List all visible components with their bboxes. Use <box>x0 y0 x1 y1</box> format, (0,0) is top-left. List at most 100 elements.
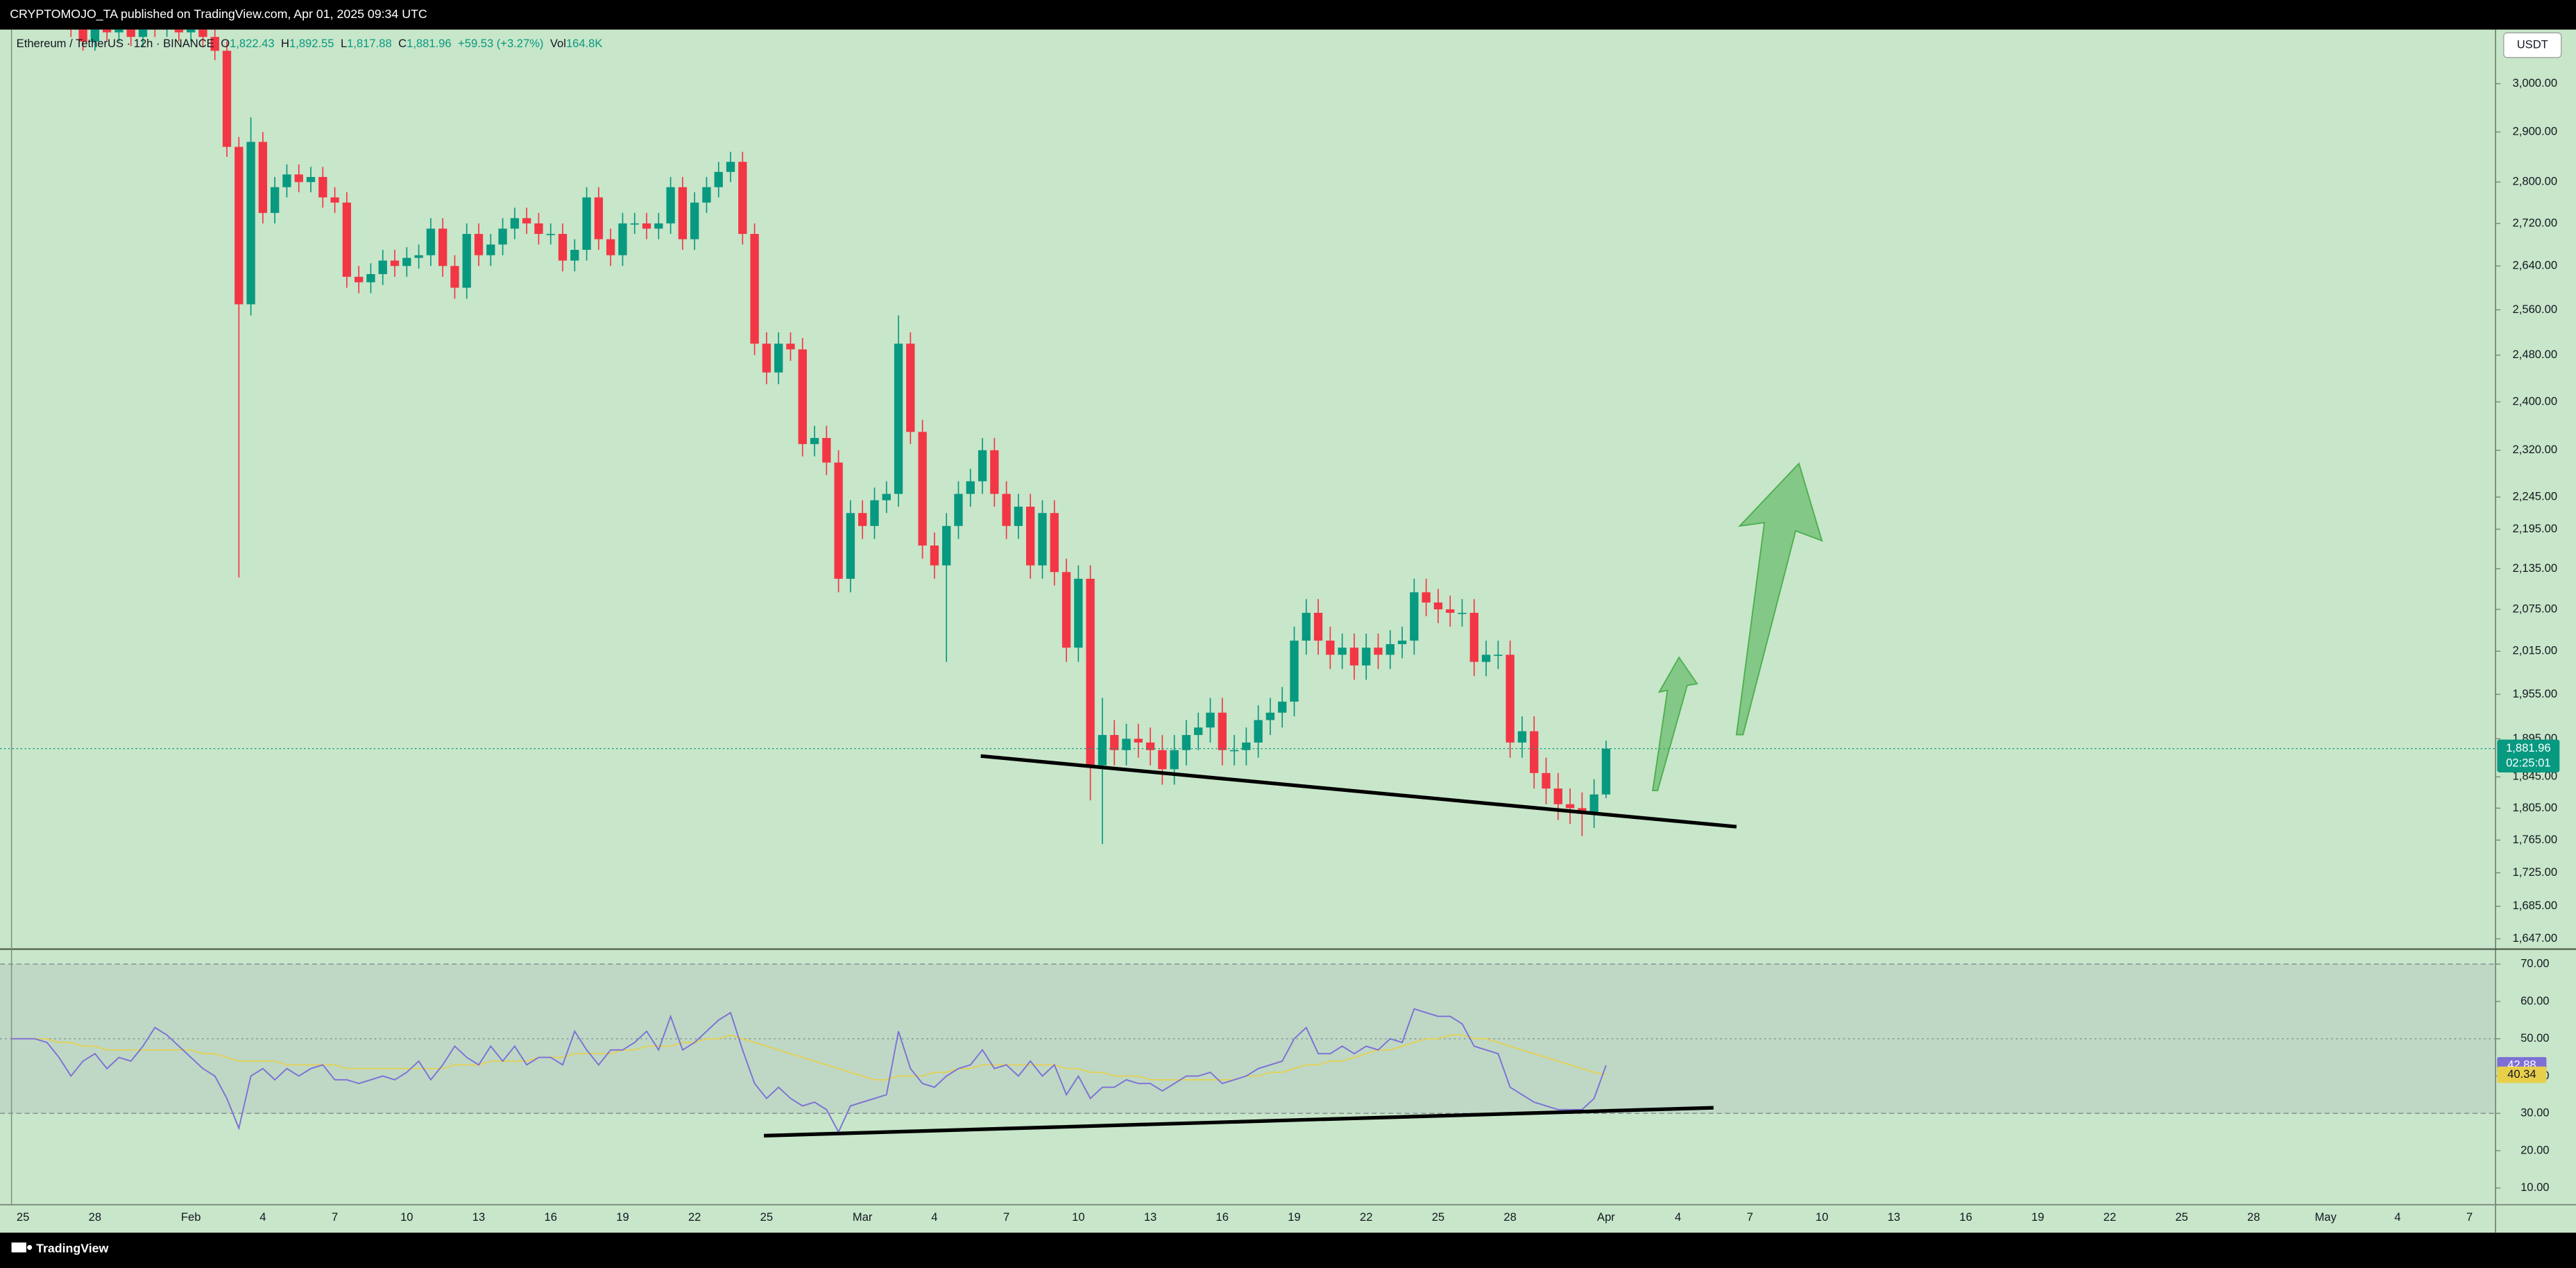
y-tick-label: 2,800.00 <box>2513 175 2557 188</box>
y-tick-label: 2,320.00 <box>2513 443 2557 456</box>
candle-body <box>690 202 699 239</box>
candle-body <box>738 162 747 235</box>
candle-body <box>810 438 819 444</box>
y-tick-label: 30.00 <box>2520 1106 2549 1119</box>
candle-body <box>822 438 831 463</box>
legend: Ethereum / TetherUS · 12h · BINANCE O1,82… <box>17 37 603 50</box>
candle-body <box>246 142 255 305</box>
y-tick-label: 1,765.00 <box>2513 833 2557 846</box>
y-tick-label: 2,480.00 <box>2513 348 2557 361</box>
candle-body <box>1410 592 1419 641</box>
currency-box[interactable] <box>2503 32 2562 58</box>
y-tick-label: 10.00 <box>2520 1181 2549 1194</box>
candle-body <box>1565 804 1575 809</box>
candle-body <box>1086 578 1095 766</box>
candle-body <box>558 234 568 261</box>
candle-body <box>1194 727 1203 736</box>
candle-body <box>474 234 484 255</box>
x-tick-label: 28 <box>1503 1210 1516 1224</box>
candle-body <box>1374 648 1383 655</box>
rsi-tag-label: 40.34 <box>2507 1067 2536 1081</box>
legend-key: Vol <box>550 37 566 50</box>
candle-body <box>858 513 867 526</box>
candle-body <box>978 450 987 482</box>
y-tick-label: 1,845.00 <box>2513 770 2557 783</box>
x-tick-label: 22 <box>2104 1210 2116 1224</box>
candle-body <box>1242 742 1251 750</box>
candle-body <box>414 255 423 258</box>
y-tick-label: 2,560.00 <box>2513 303 2557 316</box>
countdown: 02:25:01 <box>2506 756 2550 769</box>
candle-body <box>990 450 999 494</box>
x-tick-label: 4 <box>259 1210 266 1224</box>
candle-body <box>1134 738 1143 743</box>
x-tick-label: 13 <box>472 1210 485 1224</box>
x-tick-label: Apr <box>1597 1210 1615 1224</box>
y-tick-label: 1,955.00 <box>2513 687 2557 700</box>
legend-value: 1,822.43 <box>230 37 274 50</box>
rsi-trendline <box>764 1106 1714 1138</box>
candle-body <box>1038 513 1047 566</box>
candle-body <box>1446 609 1455 613</box>
candle-body <box>318 177 327 198</box>
candle-body <box>1530 731 1539 773</box>
candle-body <box>271 187 280 213</box>
x-tick-label: 4 <box>2394 1210 2400 1224</box>
x-tick-label: 13 <box>1888 1210 1900 1224</box>
last-price-label: 1,881.96 <box>2506 741 2550 754</box>
candle-body <box>294 174 303 183</box>
brand-logo <box>11 1242 33 1253</box>
candle-body <box>534 223 543 235</box>
y-tick-label: 2,900.00 <box>2513 125 2557 138</box>
x-tick-label: 7 <box>1747 1210 1753 1224</box>
candle-body <box>1542 772 1551 789</box>
rsi-pane <box>0 963 2496 1134</box>
x-tick-label: 10 <box>400 1210 413 1224</box>
x-tick-label: 19 <box>2031 1210 2044 1224</box>
candle-body <box>1158 750 1167 770</box>
candle-body <box>1302 612 1311 641</box>
candle-body <box>198 29 207 37</box>
candle-body <box>306 177 316 183</box>
candle-body <box>918 432 927 546</box>
legend-change: +59.53 (+3.27%) <box>458 37 543 50</box>
candle-body <box>486 244 495 255</box>
x-tick-label: 7 <box>332 1210 338 1224</box>
legend-key: C <box>398 37 407 50</box>
candle-body <box>78 29 87 42</box>
y-tick-label: 3,000.00 <box>2513 76 2557 90</box>
candle-body <box>366 273 375 282</box>
candle-body <box>1145 742 1155 750</box>
support-trendline <box>980 754 1737 829</box>
candle-body <box>834 462 843 579</box>
x-tick-label: Feb <box>181 1210 201 1224</box>
axes: 3,000.00 2,900.00 2,800.00 2,720.00 2,640.00… <box>17 76 2560 1224</box>
candle-body <box>1110 735 1119 750</box>
candle-body <box>1553 788 1562 804</box>
x-tick-label: 25 <box>1432 1210 1444 1224</box>
candle-body <box>762 344 771 373</box>
y-tick-label: 2,640.00 <box>2513 259 2557 272</box>
candle-body <box>126 29 135 37</box>
candle-body <box>870 500 879 526</box>
legend-key: H <box>281 37 289 50</box>
legend-key: L <box>341 37 347 50</box>
candle-body <box>1206 712 1215 728</box>
candle-body <box>906 344 915 432</box>
candle-body <box>378 260 387 274</box>
legend-value: 1,881.96 <box>407 37 451 50</box>
candle-body <box>786 344 795 350</box>
legend-value: 1,817.88 <box>347 37 391 50</box>
y-tick-label: 1,725.00 <box>2513 865 2557 879</box>
x-tick-label: 25 <box>760 1210 773 1224</box>
candle-body <box>1002 493 1011 526</box>
candle-body <box>522 218 531 223</box>
y-tick-label: 1,647.00 <box>2513 931 2557 945</box>
candle-body <box>1458 612 1467 614</box>
candle-body <box>930 546 939 566</box>
y-tick-label: 1,805.00 <box>2513 801 2557 814</box>
x-tick-label: 16 <box>1216 1210 1229 1224</box>
candle-body <box>114 29 123 33</box>
y-tick-label: 2,135.00 <box>2513 561 2557 575</box>
candle-body <box>1026 506 1035 566</box>
